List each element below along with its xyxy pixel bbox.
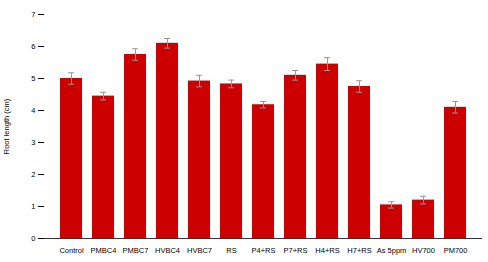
svg-text:P7+RS: P7+RS xyxy=(284,246,308,255)
svg-text:H7+RS: H7+RS xyxy=(347,246,371,255)
svg-text:6: 6 xyxy=(31,42,35,51)
svg-text:1: 1 xyxy=(31,202,35,211)
svg-text:HVBC7: HVBC7 xyxy=(187,246,212,255)
svg-text:PM700: PM700 xyxy=(444,246,468,255)
svg-text:2: 2 xyxy=(31,170,35,179)
svg-text:5: 5 xyxy=(31,74,35,83)
svg-text:RS: RS xyxy=(226,246,236,255)
svg-text:0: 0 xyxy=(31,234,35,243)
svg-text:Root length (cm): Root length (cm) xyxy=(2,98,11,154)
svg-text:PMBC7: PMBC7 xyxy=(123,246,149,255)
svg-text:As 5ppm: As 5ppm xyxy=(377,246,407,255)
svg-text:HV700: HV700 xyxy=(412,246,435,255)
svg-text:4: 4 xyxy=(31,106,35,115)
svg-text:Control: Control xyxy=(59,246,84,255)
svg-text:H4+RS: H4+RS xyxy=(315,246,339,255)
svg-text:P4+RS: P4+RS xyxy=(252,246,276,255)
svg-text:7: 7 xyxy=(31,10,35,19)
svg-text:PMBC4: PMBC4 xyxy=(91,246,117,255)
svg-text:HVBC4: HVBC4 xyxy=(155,246,180,255)
svg-text:3: 3 xyxy=(31,138,35,147)
